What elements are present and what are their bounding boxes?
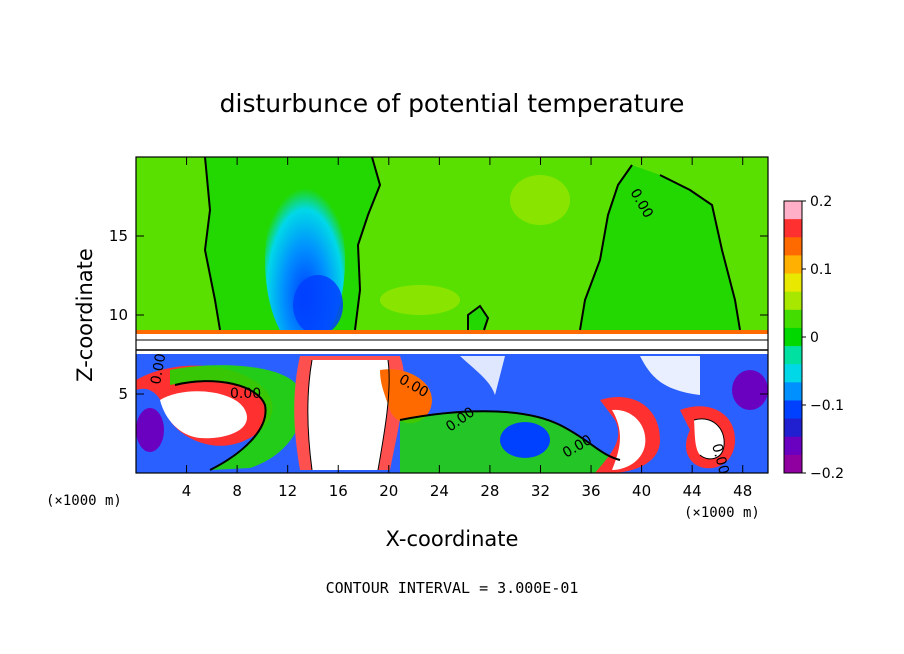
colorbar-swatch [784, 237, 802, 256]
field-green-band [170, 365, 303, 470]
field-cold-spot [500, 422, 550, 458]
x-tick-label: 8 [232, 482, 242, 500]
x-tick-label: 48 [733, 482, 752, 500]
y-tick-label: 15 [109, 227, 128, 245]
colorbar-swatch [784, 273, 802, 293]
x-axis: 4 8 12 16 20 24 28 32 36 40 44 48 [182, 157, 752, 500]
x-tick-label: 40 [632, 482, 651, 500]
field-white-pocket [460, 356, 505, 395]
contour-line [354, 157, 382, 331]
x-tick-label: 4 [182, 482, 192, 500]
contour-line [307, 359, 313, 471]
colorbar-ticks: 0.2 0.1 0 −0.1 −0.2 [802, 194, 844, 482]
y-tick-label: 10 [109, 306, 128, 324]
colorbar-swatch [784, 454, 802, 474]
x-unit-left: (×1000 m) [46, 493, 122, 509]
y-axis: 5 10 15 [109, 227, 768, 403]
field-warm-core [694, 418, 725, 459]
x-tick-label: 32 [531, 482, 550, 500]
colorbar-tick-label: 0 [810, 330, 819, 346]
colorbar-tick-label: 0.1 [810, 262, 832, 278]
heatmap-field [136, 157, 768, 473]
contour-line [467, 304, 490, 331]
colorbar-swatch [784, 418, 802, 438]
contour-line [203, 157, 221, 331]
field-warm-core [612, 409, 646, 470]
x-tick-label: 28 [480, 482, 499, 500]
field-warm-streak [380, 285, 460, 315]
y-tick-label: 5 [118, 385, 128, 403]
colorbar-swatch [784, 327, 802, 347]
colorbar-swatch [784, 400, 802, 420]
colorbar-swatch [784, 201, 802, 220]
contour-label: 0.00 [230, 386, 261, 402]
contour-line [377, 359, 390, 471]
colorbar-swatch [784, 255, 802, 275]
contour-line [659, 174, 741, 331]
contour-interval-note: CONTOUR INTERVAL = 3.000E-01 [326, 579, 579, 597]
field-cold-spot [732, 370, 768, 410]
colorbar [783, 200, 803, 474]
field-cold-spot [136, 408, 164, 452]
y-axis-label: Z-coordinate [73, 248, 97, 382]
field-warm-plume-core [307, 360, 390, 470]
colorbar-swatch [784, 346, 802, 365]
chart-title: disturbunce of potential temperature [220, 89, 685, 118]
x-tick-label: 12 [278, 482, 297, 500]
contour-label: 0.00 [708, 442, 732, 476]
colorbar-swatch [784, 309, 802, 329]
contour-line [399, 410, 621, 461]
field-warm-streak [510, 175, 570, 225]
colorbar-swatch [784, 382, 802, 401]
x-unit-right: (×1000 m) [684, 505, 760, 521]
contour-line [693, 418, 725, 460]
field-warm-core [160, 391, 247, 439]
field-zero-right [580, 165, 740, 330]
contour-line [174, 380, 267, 471]
field-cold-core [293, 275, 343, 335]
contour-line [579, 164, 633, 331]
colorbar-tick-label: 0.2 [810, 194, 832, 210]
x-tick-label: 36 [581, 482, 600, 500]
field-interface-warm [136, 330, 768, 334]
x-tick-label: 24 [430, 482, 449, 500]
x-tick-label: 20 [379, 482, 398, 500]
colorbar-swatch [784, 219, 802, 238]
colorbar-tick-label: −0.1 [810, 398, 844, 414]
colorbar-tick-label: −0.2 [810, 466, 844, 482]
colorbar-swatch [784, 291, 802, 311]
contour-label: 0.00 [148, 352, 169, 385]
x-tick-label: 44 [683, 482, 702, 500]
x-tick-label: 16 [329, 482, 348, 500]
field-white-pocket [560, 356, 700, 395]
colorbar-swatch [784, 436, 802, 456]
x-axis-label: X-coordinate [386, 527, 519, 551]
field-eddy [380, 369, 432, 424]
colorbar-swatch [784, 364, 802, 383]
field-interface-band [136, 334, 768, 354]
